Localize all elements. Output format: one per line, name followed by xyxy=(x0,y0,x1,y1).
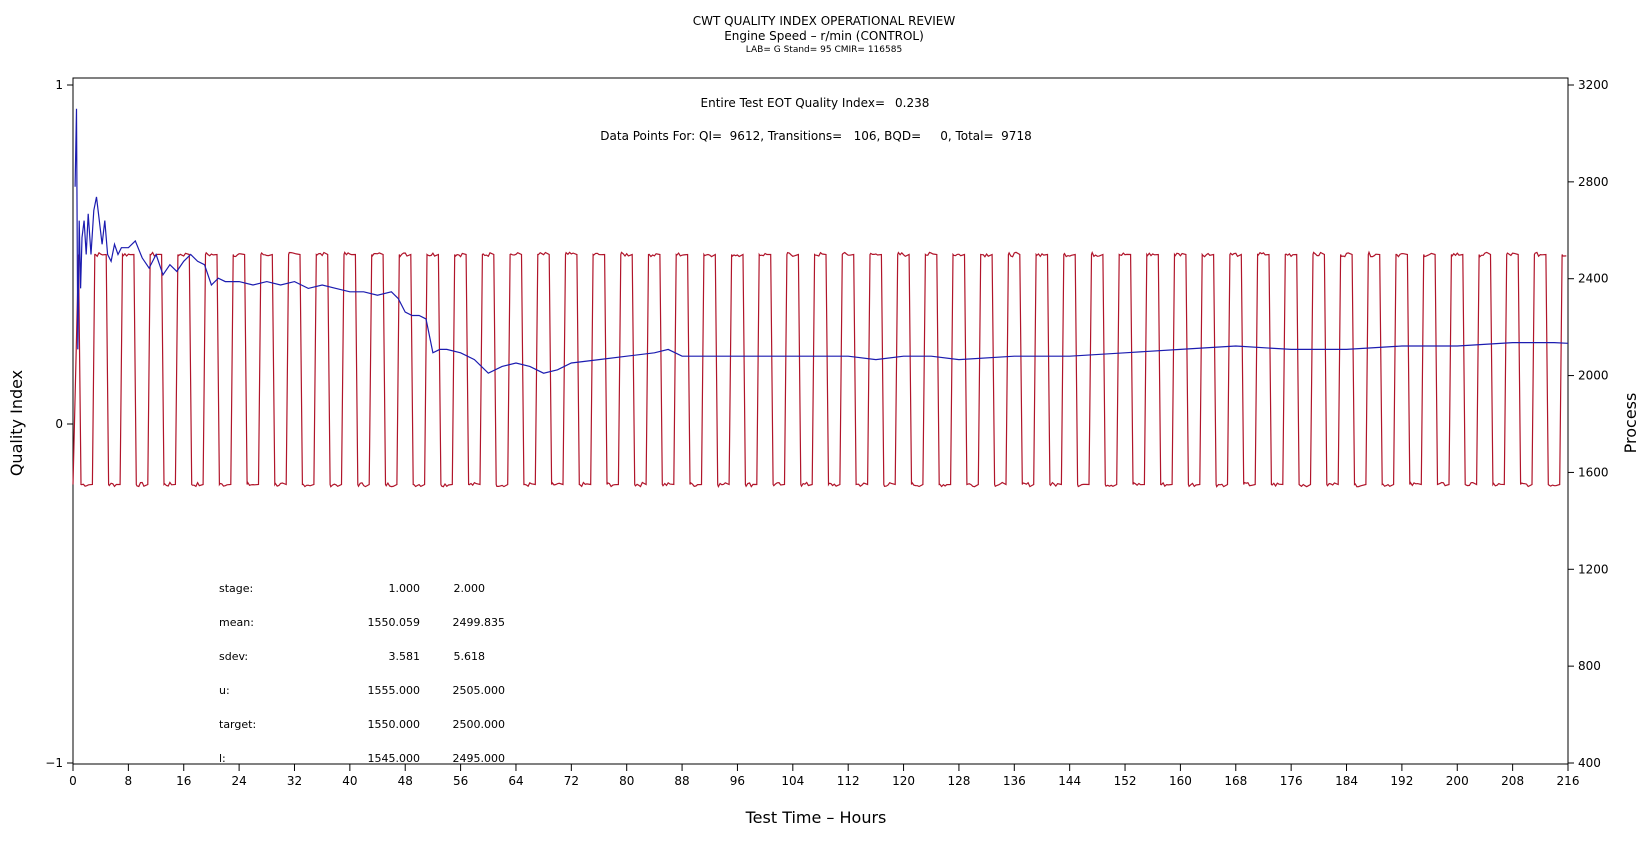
stats-v2-target: 2500.000 xyxy=(453,718,506,731)
process-line xyxy=(72,250,1567,488)
x-tick-label: 24 xyxy=(231,774,246,788)
axis-ticks: 0 8 16 24 32 40 48 56 64 72 80 88 96 104 112 120 128 136 1… xyxy=(45,78,1608,788)
x-tick-label: 88 xyxy=(674,774,689,788)
plot-frame xyxy=(72,77,1569,765)
x-tick-label: 200 xyxy=(1446,774,1469,788)
y2-tick-label: 3200 xyxy=(1578,78,1609,92)
stats-label-target: target: xyxy=(219,718,256,731)
stats-v2-mean: 2499.835 xyxy=(453,616,506,629)
x-tick-label: 96 xyxy=(730,774,745,788)
x-tick-label: 32 xyxy=(287,774,302,788)
x-tick-label: 112 xyxy=(837,774,860,788)
x-tick-label: 104 xyxy=(781,774,804,788)
x-tick-label: 16 xyxy=(176,774,191,788)
x-tick-label: 216 xyxy=(1557,774,1580,788)
chart-subtitle: Engine Speed – r/min (CONTROL) xyxy=(724,29,924,43)
x-tick-label: 136 xyxy=(1003,774,1026,788)
stats-v2-stage: 2.000 xyxy=(454,582,486,595)
x-axis-label: Test Time – Hours xyxy=(745,808,887,827)
quality-index-series xyxy=(74,108,1569,374)
stats-label-stage: stage: xyxy=(219,582,253,595)
stats-v1-mean: 1550.059 xyxy=(368,616,421,629)
stats-v1-target: 1550.000 xyxy=(368,718,421,731)
x-tick-label: 40 xyxy=(342,774,357,788)
y2-tick-label: 2400 xyxy=(1578,272,1609,286)
quality-index-line xyxy=(74,108,1569,374)
stats-v2-l: 2495.000 xyxy=(453,752,506,765)
process-series xyxy=(72,250,1567,488)
x-tick-label: 80 xyxy=(619,774,634,788)
stats-label-u: u: xyxy=(219,684,230,697)
stats-v1-l: 1545.000 xyxy=(368,752,421,765)
stats-v1-sdev: 3.581 xyxy=(389,650,421,663)
x-tick-label: 120 xyxy=(892,774,915,788)
stats-label-sdev: sdev: xyxy=(219,650,248,663)
y2-tick-label: 800 xyxy=(1578,659,1601,673)
y2-tick-label: 2000 xyxy=(1578,369,1609,383)
x-tick-label: 152 xyxy=(1114,774,1137,788)
x-tick-label: 72 xyxy=(564,774,579,788)
x-tick-label: 48 xyxy=(398,774,413,788)
x-tick-label: 192 xyxy=(1390,774,1413,788)
stats-v1-u: 1555.000 xyxy=(368,684,421,697)
x-tick-label: 56 xyxy=(453,774,468,788)
qi-annotation-label: Entire Test EOT Quality Index= xyxy=(701,96,886,110)
y-tick-label: 1 xyxy=(55,78,63,92)
y2-tick-label: 1200 xyxy=(1578,562,1609,576)
y-axis-label: Quality Index xyxy=(7,370,26,476)
x-tick-label: 184 xyxy=(1335,774,1358,788)
stats-table: stage: 1.000 2.000 mean: 1550.059 2499.8… xyxy=(219,582,505,765)
stats-label-l: l: xyxy=(219,752,226,765)
chart-title: CWT QUALITY INDEX OPERATIONAL REVIEW xyxy=(693,14,956,28)
stats-v1-stage: 1.000 xyxy=(389,582,421,595)
x-tick-label: 0 xyxy=(69,774,77,788)
stats-label-mean: mean: xyxy=(219,616,254,629)
x-tick-label: 208 xyxy=(1501,774,1524,788)
y2-tick-label: 1600 xyxy=(1578,465,1609,479)
y2-tick-label: 400 xyxy=(1578,756,1601,770)
x-tick-label: 168 xyxy=(1224,774,1247,788)
y-tick-label: 0 xyxy=(55,417,63,431)
stats-v2-u: 2505.000 xyxy=(453,684,506,697)
x-tick-label: 128 xyxy=(947,774,970,788)
x-tick-label: 64 xyxy=(508,774,523,788)
data-points-annotation: Data Points For: QI= 9612, Transitions= … xyxy=(600,129,1031,143)
qi-annotation-value: 0.238 xyxy=(895,96,929,110)
chart-subsubtitle: LAB= G Stand= 95 CMIR= 116585 xyxy=(746,45,902,55)
y2-tick-label: 2800 xyxy=(1578,175,1609,189)
x-tick-label: 160 xyxy=(1169,774,1192,788)
x-tick-label: 8 xyxy=(125,774,133,788)
stats-v2-sdev: 5.618 xyxy=(454,650,486,663)
y-tick-label: −1 xyxy=(45,756,63,770)
y2-axis-label: Process xyxy=(1621,393,1640,454)
x-tick-label: 176 xyxy=(1280,774,1303,788)
x-tick-label: 144 xyxy=(1058,774,1081,788)
